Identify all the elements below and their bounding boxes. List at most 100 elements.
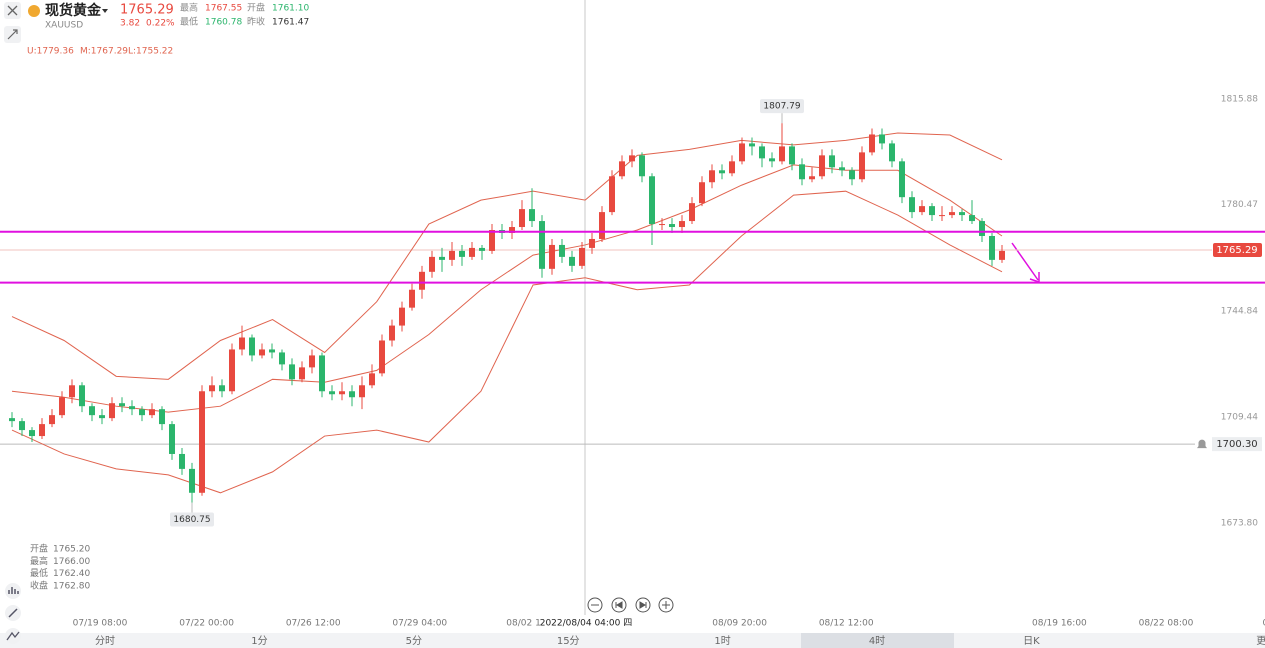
candle-body	[849, 170, 855, 180]
ohlc-value: 1762.80	[53, 581, 90, 591]
candle-body	[679, 221, 685, 228]
y-tick-label: 1815.88	[1221, 94, 1258, 104]
prev-close-label: 昨收	[247, 16, 265, 28]
candle-body	[149, 409, 155, 416]
candle-body	[79, 385, 85, 407]
min-label: 1680.75	[173, 515, 210, 525]
ohlc-label: 最高	[30, 555, 48, 567]
indicator-button[interactable]	[5, 583, 21, 599]
candle-body	[789, 146, 795, 165]
dropdown-caret[interactable]	[102, 9, 108, 13]
x-tick-label: 08/09 20:00	[712, 619, 767, 629]
candle-body	[529, 209, 535, 222]
x-tick-label: 08/02 16	[506, 619, 547, 629]
line-tool-button[interactable]	[5, 628, 21, 644]
expand-button[interactable]	[4, 26, 21, 43]
candle-body	[729, 161, 735, 174]
candle-body	[99, 415, 105, 419]
candle-body	[629, 155, 635, 162]
candle-body	[209, 385, 215, 392]
x-tick-label: 08/22 08:00	[1139, 619, 1194, 629]
candle-body	[859, 152, 865, 180]
candle-body	[479, 247, 485, 251]
boll-upper: U:1779.36	[27, 47, 74, 57]
candle-body	[689, 203, 695, 222]
candle-body	[889, 143, 895, 162]
candle-body	[19, 421, 25, 431]
candle-body	[469, 247, 475, 257]
timeframe-tab[interactable]: 更多▴	[1256, 634, 1265, 647]
candle-body	[69, 385, 75, 398]
timeframe-tab[interactable]: 15分	[557, 635, 580, 647]
change-percent: 0.22%	[146, 19, 175, 29]
ohlc-value: 1765.20	[53, 545, 90, 555]
timeframe-tab[interactable]: 4时	[869, 635, 885, 647]
ohlc-value: 1762.40	[53, 569, 90, 579]
zoom-out-button[interactable]	[587, 597, 603, 613]
boll-lower: L:1755.22	[128, 47, 173, 57]
zoom-in-button[interactable]	[658, 597, 674, 613]
candle-body	[619, 161, 625, 177]
candle-body	[359, 385, 365, 398]
candle-body	[29, 430, 35, 437]
candle-body	[969, 215, 975, 222]
candle-body	[879, 134, 885, 144]
alert-price-label: 1700.30	[1216, 439, 1257, 450]
candle-body	[129, 406, 135, 410]
low-label: 最低	[180, 16, 198, 28]
candle-body	[59, 397, 65, 416]
x-tick-label: 08/12 12:00	[819, 619, 874, 629]
max-box	[760, 99, 804, 114]
y-tick-label: 1780.47	[1221, 200, 1258, 210]
candle-body	[919, 206, 925, 213]
candle-body	[569, 256, 575, 266]
last-price: 1765.29	[120, 3, 174, 18]
candle-body	[779, 146, 785, 162]
candle-body	[669, 224, 675, 228]
candle-body	[419, 271, 425, 290]
candle-body	[159, 409, 165, 425]
candle-body	[399, 307, 405, 326]
ohlc-label: 开盘	[30, 543, 48, 555]
candle-body	[549, 244, 555, 269]
candle-body	[309, 355, 315, 368]
timeframe-tab[interactable]: 日K	[1023, 636, 1040, 647]
last-price-tag	[1213, 243, 1262, 258]
candle-body	[259, 349, 265, 356]
step-forward-button[interactable]	[635, 597, 651, 613]
candle-body	[759, 146, 765, 159]
x-tick-label: 07/22 00:00	[179, 619, 234, 629]
candle-body	[579, 247, 585, 266]
y-tick-label: 1744.84	[1221, 307, 1258, 317]
candle-body	[769, 158, 775, 162]
open-label: 开盘	[247, 2, 265, 14]
candle-body	[39, 424, 45, 437]
candle-body	[199, 391, 205, 493]
candle-body	[409, 289, 415, 308]
candle-body	[299, 367, 305, 380]
candle-body	[939, 215, 945, 217]
last-price-tag-label: 1765.29	[1216, 245, 1257, 256]
candle-body	[239, 337, 245, 350]
draw-button[interactable]	[5, 605, 21, 621]
instrument-name[interactable]: 现货黄金	[45, 2, 102, 19]
alert-bell	[1197, 439, 1207, 449]
candle-body	[169, 424, 175, 454]
candle-body	[289, 364, 295, 380]
close-button[interactable]	[4, 2, 21, 19]
timeframe-tab[interactable]: 1分	[251, 635, 267, 647]
candle-body	[999, 250, 1005, 260]
bollinger-middle	[11, 164, 1003, 413]
open-value: 1761.10	[272, 4, 309, 14]
timeframe-tab[interactable]: 1时	[714, 635, 730, 647]
timeframe-tab[interactable]: 5分	[406, 635, 422, 647]
candle-body	[539, 221, 545, 269]
candle-body	[989, 235, 995, 260]
timeframe-tab[interactable]: 分时	[95, 635, 115, 647]
y-tick-label: 1673.80	[1221, 519, 1258, 529]
x-tick-label: 07/26 12:00	[286, 619, 341, 629]
step-back-button[interactable]	[611, 597, 627, 613]
crosshair-label-box	[540, 616, 633, 630]
candle-body	[49, 415, 55, 425]
